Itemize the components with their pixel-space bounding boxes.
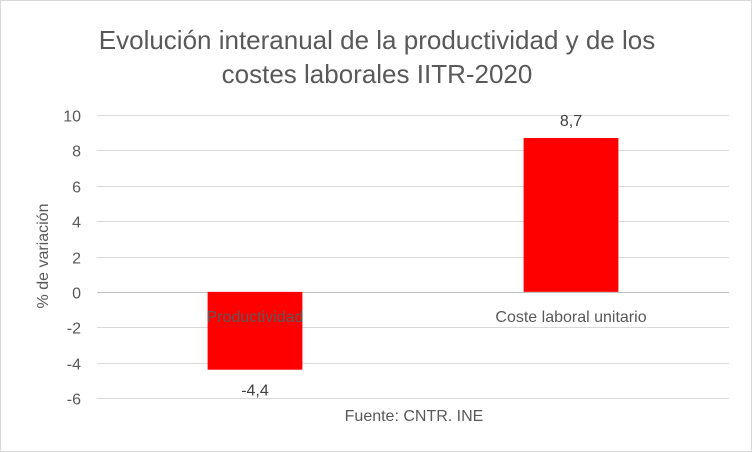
source-note: Fuente: CNTR. INE <box>345 408 484 425</box>
category-labels: Productividad Coste laboral unitario <box>207 309 647 326</box>
data-label: 8,7 <box>560 113 582 130</box>
y-tick-label: 6 <box>72 180 81 197</box>
y-tick-label: 8 <box>72 144 81 161</box>
bars <box>207 137 619 370</box>
y-tick-label: 2 <box>72 251 81 268</box>
y-tick-label: -4 <box>67 357 81 374</box>
y-tick-label: -6 <box>67 392 81 409</box>
bar <box>207 291 303 370</box>
bar <box>523 137 619 292</box>
y-tick-label: 0 <box>72 286 81 303</box>
chart-title-line-2: costes laborales IITR-2020 <box>222 59 533 89</box>
data-labels: -4,4 8,7 <box>241 113 582 400</box>
y-axis-tick-labels: 10 8 6 4 2 0 -2 -4 -6 <box>63 109 81 409</box>
category-label: Productividad <box>207 309 304 326</box>
y-tick-label: 10 <box>63 109 81 126</box>
y-tick-label: -2 <box>67 321 81 338</box>
category-label: Coste laboral unitario <box>495 309 646 326</box>
chart-title-line-1: Evolución interanual de la productividad… <box>99 25 655 55</box>
gridlines <box>97 115 729 399</box>
y-tick-label: 4 <box>72 215 81 232</box>
y-axis-title: % de variación <box>35 204 52 309</box>
data-label: -4,4 <box>241 383 269 400</box>
